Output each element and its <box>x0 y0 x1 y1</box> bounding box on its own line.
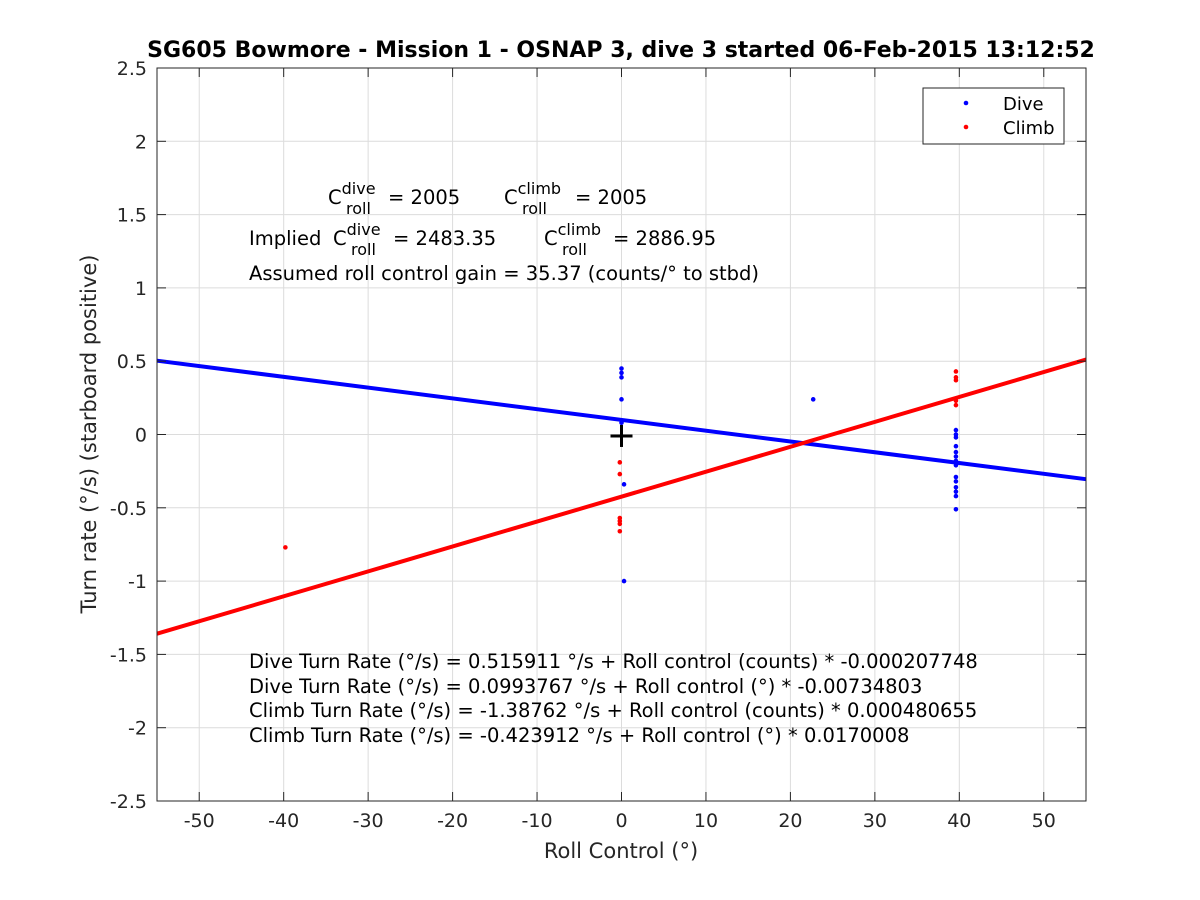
y-tick-label: -1.5 <box>110 644 147 666</box>
dive-point <box>953 506 959 512</box>
chart-title: SG605 Bowmore - Mission 1 - OSNAP 3, div… <box>147 38 1095 63</box>
y-tick-label: -1 <box>128 571 147 593</box>
climb-point <box>953 377 959 383</box>
fit-lines <box>156 357 1087 636</box>
dive-point <box>619 397 624 402</box>
dive-point <box>953 493 959 499</box>
climb-point <box>953 369 959 374</box>
dive-point <box>953 458 959 464</box>
c-roll-dive-base: C <box>328 186 342 209</box>
y-tick-label: -2.5 <box>110 791 147 813</box>
implied-climb-value: = 2886.95 <box>613 227 716 250</box>
climb-fit-line <box>156 357 1087 636</box>
equation-dive-degrees: Dive Turn Rate (°/s) = 0.0993767 °/s + R… <box>249 675 922 698</box>
implied-prefix: Implied <box>249 227 321 250</box>
dive-point <box>953 435 959 440</box>
annotation-block: Cdive roll = 2005 Cclimb roll = 2005 Implied C… <box>249 179 978 747</box>
c-roll-dive-sub: roll <box>346 199 371 218</box>
implied-dive-sub: roll <box>351 240 376 259</box>
y-tick-label: 2.5 <box>117 58 147 80</box>
data-points <box>283 366 959 584</box>
x-axis-label: Roll Control (°) <box>544 839 698 863</box>
equation-climb-degrees: Climb Turn Rate (°/s) = -0.423912 °/s + … <box>249 724 909 747</box>
c-roll-climb-sub: roll <box>522 199 547 218</box>
y-tick-label: -2 <box>128 718 147 740</box>
c-roll-climb-base: C <box>504 186 518 209</box>
c-roll-dive-sup: dive <box>342 179 376 198</box>
dive-point <box>621 482 627 487</box>
y-tick-label: 1.5 <box>117 205 147 227</box>
implied-dive-sup: dive <box>347 220 381 239</box>
climb-point <box>617 521 623 527</box>
climb-point <box>617 528 623 534</box>
climb-point <box>283 545 288 550</box>
climb-point <box>617 460 623 465</box>
x-tick-label: -50 <box>184 810 215 832</box>
legend-dive-marker <box>963 100 969 106</box>
dive-point <box>619 370 624 376</box>
c-roll-climb-value: = 2005 <box>575 186 647 209</box>
c-roll-climb-sup: climb <box>518 179 561 198</box>
implied-dive-base: C <box>333 227 347 250</box>
dive-point <box>621 578 627 584</box>
roll-gain-text: Assumed roll control gain = 35.37 (count… <box>249 262 759 285</box>
x-tick-label: -40 <box>268 810 299 832</box>
y-axis-label: Turn rate (°/s) (starboard positive) <box>77 255 101 615</box>
center-marker <box>610 424 633 447</box>
legend-box <box>922 87 1065 145</box>
y-tick-label: 2 <box>135 131 147 153</box>
dive-point <box>619 375 624 380</box>
y-tick-label: 0.5 <box>117 351 147 373</box>
dive-point <box>810 397 816 402</box>
x-tick-label: 40 <box>947 810 971 832</box>
x-tick-label: 50 <box>1032 810 1056 832</box>
x-tick-label: -10 <box>522 810 553 832</box>
dive-point <box>953 474 959 480</box>
implied-climb-sub: roll <box>562 240 587 259</box>
implied-c-roll-line: Implied Cdive roll = 2483.35 Cclimb roll = 288… <box>249 220 716 259</box>
dive-point <box>953 449 959 455</box>
x-tick-label: 30 <box>863 810 887 832</box>
implied-climb-base: C <box>544 227 558 250</box>
climb-point <box>953 402 959 408</box>
dive-point <box>953 479 959 484</box>
x-tick-label: 10 <box>694 810 718 832</box>
x-tick-label: -30 <box>353 810 384 832</box>
climb-point <box>617 471 623 477</box>
nominal-c-roll-line: Cdive roll = 2005 Cclimb roll = 2005 <box>328 179 647 218</box>
dive-point <box>953 462 959 468</box>
x-tick-label: 0 <box>615 810 627 832</box>
x-axis-ticks: -50 -40 -30 -20 -10 0 10 20 30 40 50 <box>184 68 1056 832</box>
y-axis-ticks: -2.5 -2 -1.5 -1 -0.5 0 0.5 1 1.5 2 2.5 <box>110 58 1086 813</box>
legend-climb-label: Climb <box>1003 118 1055 139</box>
legend-dive-label: Dive <box>1003 94 1044 115</box>
x-tick-label: 20 <box>778 810 802 832</box>
legend-climb-marker <box>963 124 969 130</box>
y-tick-label: 0 <box>135 425 147 447</box>
dive-point <box>953 454 959 459</box>
x-tick-label: -20 <box>437 810 468 832</box>
equation-dive-counts: Dive Turn Rate (°/s) = 0.515911 °/s + Ro… <box>249 650 978 673</box>
legend: Dive Climb <box>922 87 1065 145</box>
dive-fit-line <box>156 358 1087 482</box>
climb-point <box>953 398 959 404</box>
dive-point <box>619 366 624 371</box>
dive-point <box>953 484 959 490</box>
equation-climb-counts: Climb Turn Rate (°/s) = -1.38762 °/s + R… <box>249 699 977 722</box>
dive-point <box>953 443 959 449</box>
implied-climb-sup: climb <box>558 220 601 239</box>
y-tick-label: 1 <box>135 278 147 300</box>
y-tick-label: -0.5 <box>110 498 147 520</box>
dive-point <box>619 420 624 426</box>
implied-dive-value: = 2483.35 <box>393 227 496 250</box>
dive-point <box>953 427 959 433</box>
c-roll-dive-value: = 2005 <box>388 186 460 209</box>
dive-point <box>953 489 959 494</box>
